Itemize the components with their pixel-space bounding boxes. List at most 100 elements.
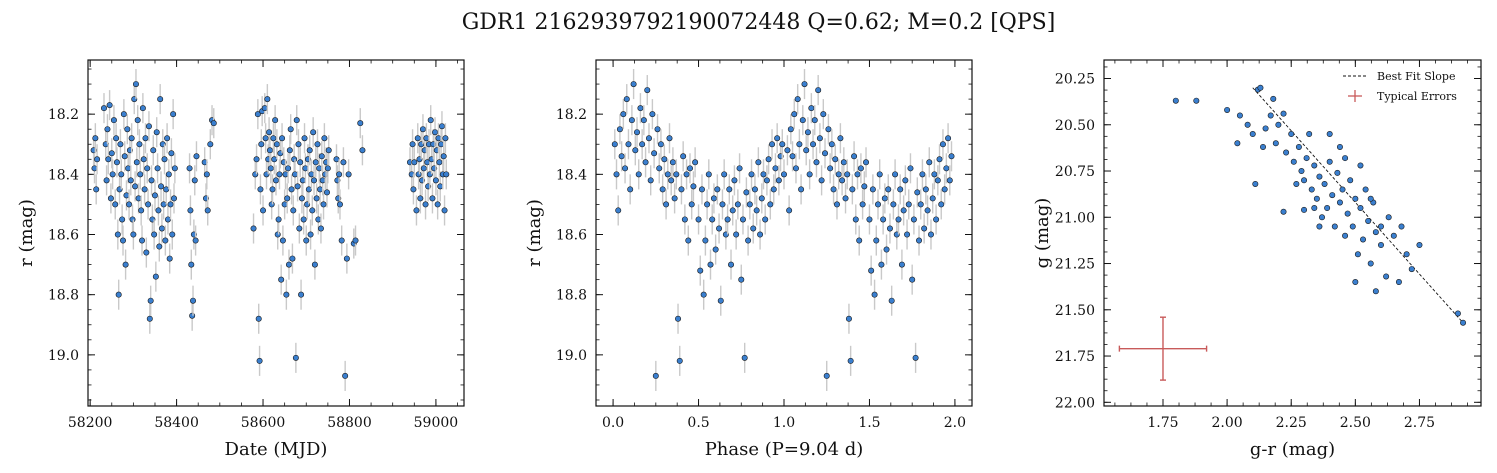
data-point: [322, 171, 329, 178]
data-point: [300, 216, 307, 223]
data-point: [1385, 214, 1392, 221]
data-point: [285, 165, 292, 172]
data-point: [1326, 158, 1333, 165]
data-point: [840, 159, 847, 166]
data-point: [170, 111, 177, 118]
data-point: [910, 216, 917, 223]
data-point: [429, 195, 436, 202]
data-point: [816, 135, 823, 142]
data-point: [686, 165, 693, 172]
data-point: [1357, 162, 1364, 169]
data-point: [666, 135, 673, 142]
legend-entry-fit: Best Fit Slope: [1377, 70, 1455, 83]
data-point: [305, 186, 312, 193]
data-point: [109, 171, 116, 178]
data-point: [113, 159, 120, 166]
data-point: [1342, 232, 1349, 239]
data-point: [132, 183, 139, 190]
data-point: [719, 201, 726, 208]
data-point: [883, 246, 890, 253]
panel-lightcurve: 58200 58400 58600 58800 59000 18.2 18.4 18.6 18.…: [16, 59, 465, 460]
data-point: [796, 141, 803, 148]
data-point: [423, 135, 430, 142]
data-point: [285, 261, 292, 268]
data-point: [417, 195, 424, 202]
data-point: [443, 171, 450, 178]
data-point: [628, 117, 635, 124]
x-tick-label: 1.5: [858, 415, 880, 431]
data-point: [123, 192, 130, 199]
data-point: [427, 117, 434, 124]
data-point: [139, 105, 146, 112]
data-point: [165, 171, 172, 178]
data-point: [770, 186, 777, 193]
data-point: [704, 201, 711, 208]
y-tick-label: 18.8: [556, 288, 587, 304]
data-point: [651, 150, 658, 157]
data-point: [931, 171, 938, 178]
data-point: [1303, 155, 1310, 162]
data-point: [671, 195, 678, 202]
data-point: [306, 147, 313, 154]
data-point: [789, 153, 796, 160]
data-point: [632, 147, 639, 154]
data-point: [125, 165, 132, 172]
data-point: [283, 291, 290, 298]
data-point: [1260, 143, 1267, 150]
data-point: [1316, 223, 1323, 230]
data-point: [675, 315, 682, 322]
data-point: [943, 165, 950, 172]
y-tick-label: 20.25: [1055, 72, 1095, 88]
data-point: [876, 171, 883, 178]
data-point: [775, 177, 782, 184]
data-point: [917, 201, 924, 208]
data-point: [113, 135, 120, 142]
data-point: [135, 195, 142, 202]
data-point: [1347, 177, 1354, 184]
data-point: [1377, 242, 1384, 249]
data-point: [895, 216, 902, 223]
y-axis-label: r (mag): [16, 199, 37, 267]
data-point: [933, 216, 940, 223]
data-point: [336, 201, 343, 208]
data-point: [818, 177, 825, 184]
data-point: [164, 135, 171, 142]
data-point: [118, 171, 125, 178]
data-point: [762, 216, 769, 223]
data-point: [844, 171, 851, 178]
data-point: [193, 153, 200, 160]
data-point: [822, 150, 829, 157]
data-point: [1454, 310, 1461, 317]
data-point: [298, 195, 305, 202]
data-point: [155, 207, 162, 214]
y-tick-label: 18.2: [556, 107, 587, 123]
data-point: [839, 177, 846, 184]
data-point: [340, 159, 347, 166]
data-point: [721, 171, 728, 178]
data-point: [1301, 206, 1308, 213]
data-point: [435, 135, 442, 142]
y-tick-label: 21.50: [1055, 303, 1095, 319]
data-point: [307, 231, 314, 238]
data-point: [319, 177, 326, 184]
data-point: [415, 171, 422, 178]
data-point: [868, 267, 875, 274]
data-point: [697, 267, 704, 274]
data-point: [210, 120, 217, 127]
data-point: [1311, 162, 1318, 169]
data-point: [420, 165, 427, 172]
data-point: [823, 372, 830, 379]
data-point: [808, 105, 815, 112]
data-point: [264, 96, 271, 103]
data-point: [419, 126, 426, 133]
data-point: [654, 126, 661, 133]
data-point: [726, 186, 733, 193]
data-point: [659, 186, 666, 193]
data-point: [266, 147, 273, 154]
data-point: [1383, 273, 1390, 280]
data-point: [919, 171, 926, 178]
data-point: [271, 156, 278, 163]
data-point: [1329, 192, 1336, 199]
y-tick-label: 19.0: [48, 348, 79, 364]
